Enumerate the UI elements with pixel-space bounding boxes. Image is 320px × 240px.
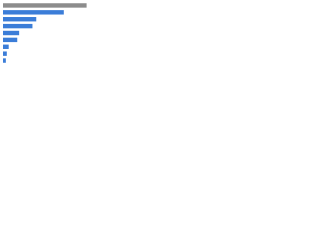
bar: [3, 10, 64, 15]
bar: [3, 37, 18, 43]
page: {"chart_data": {"type": "barh", "categor…: [0, 0, 100, 71]
bar: [3, 58, 6, 63]
chart: [3, 3, 87, 63]
bar: [3, 30, 20, 36]
bar: [3, 44, 9, 49]
bar: [3, 17, 37, 22]
bar: [3, 51, 7, 56]
bar: [3, 3, 87, 8]
bar: [3, 23, 33, 29]
